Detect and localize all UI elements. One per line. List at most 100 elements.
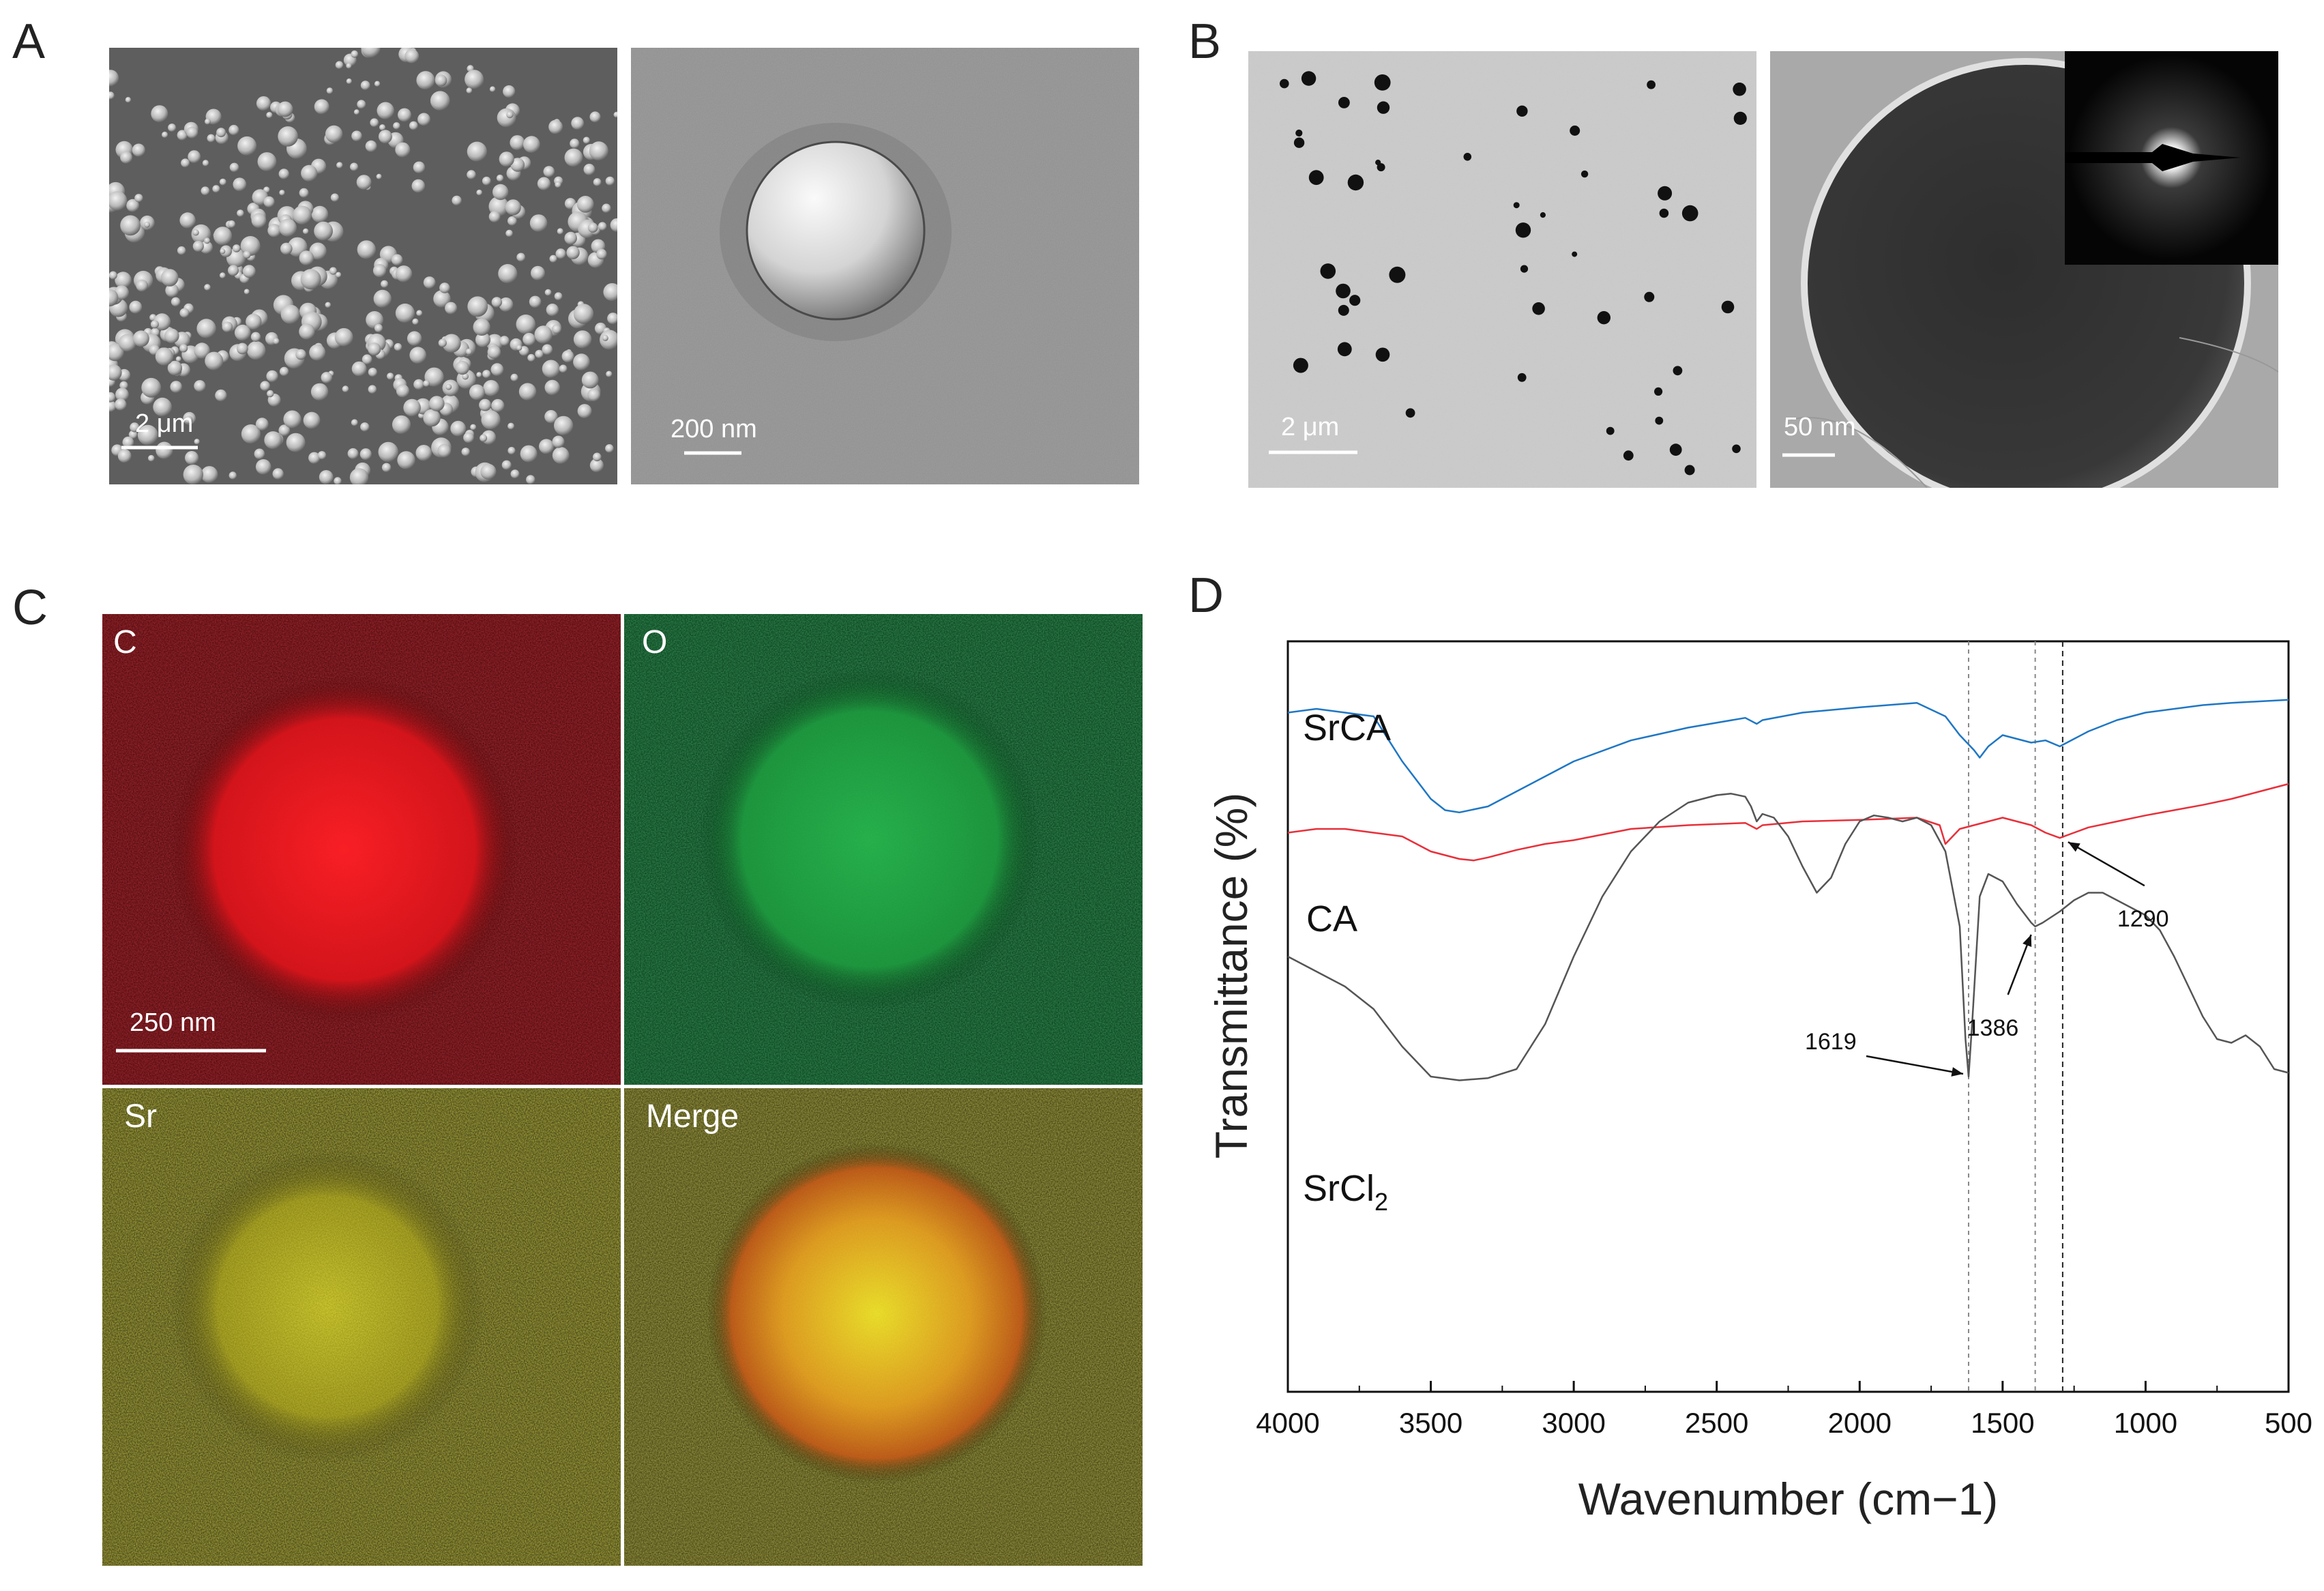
sem-particle: [181, 158, 190, 168]
sem-particle: [508, 422, 515, 430]
sem-particle: [184, 415, 193, 424]
sem-particle: [256, 96, 271, 111]
sem-particle: [175, 356, 181, 362]
sem-particle: [508, 216, 517, 226]
sem-particle: [222, 321, 233, 333]
scale-bar-label: 2 μm: [1281, 413, 1340, 441]
sem-particle: [213, 227, 233, 246]
tem-particle: [1658, 186, 1673, 201]
x-tick-label: 3500: [1399, 1407, 1462, 1439]
sem-particle: [445, 302, 458, 315]
tem-particle: [1597, 311, 1610, 325]
sem-particle: [523, 136, 540, 154]
tem-particle: [1463, 153, 1472, 161]
sem-particle: [192, 240, 204, 252]
sem-particle: [587, 222, 598, 233]
tem-particle: [1733, 83, 1746, 96]
eds-map-oxygen: O: [624, 614, 1143, 1085]
tem-particle: [1721, 300, 1735, 314]
tem-particle: [1623, 450, 1634, 461]
sem-particle: [479, 398, 492, 411]
tem-particle: [1733, 111, 1747, 125]
sem-particle: [202, 160, 209, 166]
sem-particle: [321, 372, 333, 383]
sem-particle: [467, 296, 488, 317]
series-label-srca: SrCA: [1303, 707, 1391, 748]
sem-particle: [405, 48, 420, 63]
tem-particle: [1580, 170, 1589, 178]
sem-particle: [600, 330, 617, 350]
sem-particle: [488, 211, 501, 222]
sem-particle: [128, 430, 138, 439]
sem-particle: [576, 196, 594, 213]
sem-particle: [492, 184, 509, 201]
sem-particle: [531, 265, 545, 280]
scale-bar-label: 250 nm: [130, 1008, 216, 1037]
sem-particle: [378, 130, 392, 144]
sem-particle: [544, 379, 560, 396]
sem-particle: [559, 364, 568, 373]
sem-particle: [303, 411, 321, 429]
sem-particle: [566, 246, 580, 259]
tem-image-overview: 2 μm: [1248, 51, 1756, 488]
sem-particle: [452, 195, 462, 206]
tem-particle: [1655, 416, 1664, 425]
sem-particle: [300, 269, 321, 290]
sem-particle: [374, 81, 381, 87]
tem-particle: [1654, 387, 1663, 396]
sem-particle: [295, 349, 306, 360]
sem-particle: [201, 186, 210, 196]
sem-particle: [607, 312, 617, 325]
sem-particle: [505, 199, 521, 216]
sem-particle: [360, 81, 370, 90]
sem-particle: [469, 384, 485, 400]
tem-particle: [1336, 283, 1351, 299]
sem-particle: [311, 205, 329, 223]
sem-particle: [109, 400, 117, 412]
sem-particle: [510, 135, 525, 151]
sem-particle: [470, 424, 477, 430]
sem-particle: [264, 431, 282, 450]
sem-particle: [368, 342, 381, 356]
sem-particle: [546, 304, 559, 317]
sem-particle: [136, 279, 148, 292]
sem-particle: [205, 351, 224, 370]
sem-particle: [207, 134, 216, 143]
sem-particle: [319, 470, 334, 484]
sem-particle: [409, 347, 426, 364]
sem-particle: [314, 99, 329, 115]
sem-particle: [250, 332, 261, 342]
sem-particle: [335, 272, 342, 278]
x-tick-label: 4000: [1256, 1407, 1319, 1439]
sem-particle: [549, 254, 557, 263]
sem-particle: [516, 345, 523, 351]
sem-particle: [370, 118, 379, 128]
sem-particle: [489, 86, 496, 92]
sem-particle: [186, 126, 198, 138]
sem-particle: [381, 280, 389, 288]
sem-particle: [557, 228, 563, 235]
sem-particle: [555, 181, 561, 188]
annotation-arrow: [2068, 841, 2145, 887]
tem-particle: [1293, 137, 1305, 148]
sem-particle: [491, 398, 505, 413]
sem-particle: [251, 213, 267, 229]
sem-particle: [365, 140, 377, 152]
sem-particle: [596, 248, 607, 260]
sem-particle: [196, 319, 216, 338]
sem-particle: [317, 451, 327, 460]
sem-particle: [236, 342, 248, 355]
sem-particle: [463, 432, 474, 443]
sem-particle: [377, 102, 394, 119]
tem-particle: [1540, 212, 1546, 218]
sem-particle: [542, 344, 553, 355]
sem-particle: [368, 368, 377, 377]
sem-particle: [359, 448, 372, 461]
sem-particle: [445, 383, 452, 390]
sem-particle: [232, 244, 241, 252]
sem-particle: [177, 246, 186, 255]
tem-particle: [1513, 202, 1520, 209]
sem-particle: [518, 383, 537, 400]
sem-particle: [329, 267, 337, 275]
sem-particle: [544, 410, 558, 424]
